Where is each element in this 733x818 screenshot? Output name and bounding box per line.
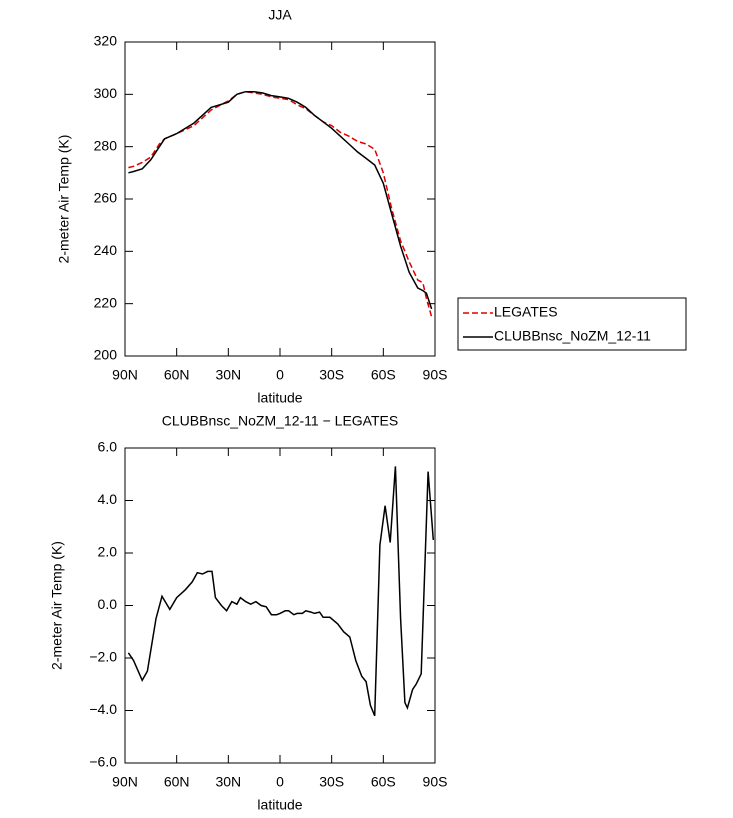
x-tick-label: 30N [215,774,241,790]
y-tick-label: 280 [94,137,118,153]
x-axis-label: latitude [257,390,302,406]
x-tick-label: 30N [215,367,241,383]
y-tick-label: 260 [94,190,118,206]
x-tick-label: 60S [371,774,396,790]
y-tick-label: 4.0 [98,491,118,507]
data-line [127,466,435,717]
legend-box [457,297,687,351]
x-tick-label: 60N [164,774,190,790]
plot-frame [124,41,436,357]
chart-title: JJA [268,7,292,23]
data-line [128,90,433,310]
x-tick-label: 90S [423,367,448,383]
x-tick-label: 60S [371,367,396,383]
y-tick-label: 200 [94,347,118,363]
legend-label: LEGATES [494,304,558,320]
y-axis-label: 2-meter Air Temp (K) [49,541,65,670]
y-tick-label: −2.0 [89,649,117,665]
legend-label: CLUBBnsc_NoZM_12-11 [494,328,651,344]
y-tick-label: 220 [94,294,118,310]
y-tick-label: 300 [94,85,118,101]
x-axis-label: latitude [257,797,302,813]
y-tick-label: −6.0 [89,754,117,770]
y-tick-label: 240 [94,242,118,258]
data-line [128,90,433,318]
x-tick-label: 0 [276,367,284,383]
y-tick-label: 6.0 [98,439,118,455]
y-axis-label: 2-meter Air Temp (K) [56,135,72,264]
y-tick-label: −4.0 [89,701,117,717]
chart-title: CLUBBnsc_NoZM_12-11 − LEGATES [162,413,398,429]
y-tick-label: 320 [94,33,118,49]
y-tick-label: 2.0 [98,544,118,560]
x-tick-label: 90S [423,774,448,790]
x-tick-label: 0 [276,774,284,790]
y-tick-label: 0.0 [98,596,118,612]
x-tick-label: 90N [112,367,138,383]
x-tick-label: 90N [112,774,138,790]
x-tick-label: 60N [164,367,190,383]
x-tick-label: 30S [319,367,344,383]
x-tick-label: 30S [319,774,344,790]
